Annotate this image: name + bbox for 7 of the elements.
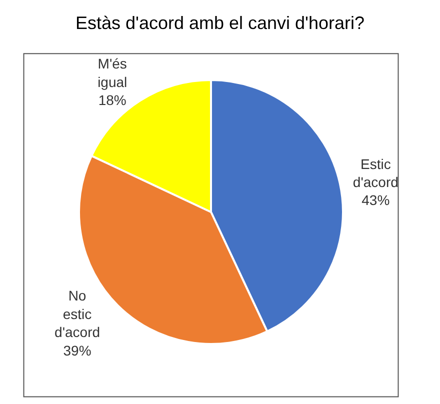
- chart-title: Estàs d'acord amb el canvi d'horari?: [75, 12, 365, 33]
- data-label: 39%: [63, 342, 92, 358]
- data-label: 18%: [98, 92, 126, 108]
- slice-label: Estic d'acord: [352, 156, 398, 190]
- slice-label: M'és igual: [98, 56, 128, 90]
- slice-label: No estic d'acord: [54, 288, 100, 340]
- data-label: 43%: [362, 192, 390, 208]
